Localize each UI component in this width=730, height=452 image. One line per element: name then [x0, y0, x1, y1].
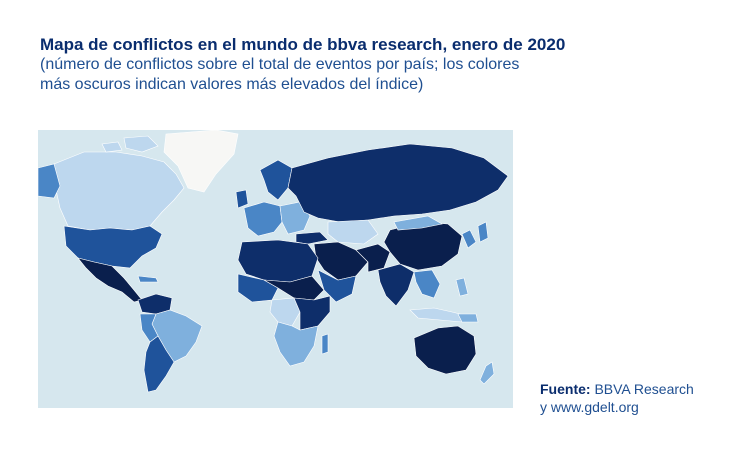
source-line-1: BBVA Research: [594, 381, 694, 397]
scandinavia: [259, 159, 293, 201]
mexico: [77, 257, 143, 303]
southeast-asia: [413, 269, 441, 299]
source-note: Fuente: BBVA Research y www.gdelt.org: [540, 380, 720, 416]
southern-africa: [273, 321, 319, 367]
western-europe: [243, 201, 283, 237]
turkey: [295, 231, 329, 245]
argentina-chile: [143, 335, 175, 393]
source-line-2: y www.gdelt.org: [540, 399, 639, 415]
iran-afghanistan: [355, 243, 391, 273]
header: Mapa de conflictos en el mundo de bbva r…: [40, 34, 600, 95]
philippines: [455, 277, 469, 297]
korea-japan: [461, 221, 489, 249]
subtitle-line-2: más oscuros indican valores más elevados…: [40, 76, 424, 93]
greenland: [163, 130, 239, 193]
madagascar: [321, 333, 329, 355]
australia: [413, 325, 477, 375]
sahel: [263, 275, 325, 301]
arctic-islands: [101, 135, 159, 153]
russia: [287, 143, 509, 223]
alaska: [38, 163, 61, 199]
mongolia: [393, 215, 443, 231]
east-africa: [293, 295, 331, 331]
india: [377, 263, 415, 307]
central-asia: [327, 219, 379, 245]
source-label: Fuente:: [540, 381, 591, 397]
uk-ireland: [235, 189, 249, 209]
papua: [457, 313, 479, 323]
world-map: [38, 130, 513, 408]
canada: [53, 151, 185, 231]
subtitle-line-1: (número de conflictos sobre el total de …: [40, 56, 520, 73]
caribbean: [137, 275, 159, 283]
page-title: Mapa de conflictos en el mundo de bbva r…: [40, 35, 566, 54]
new-zealand: [479, 361, 495, 385]
world-map-svg: [38, 130, 513, 408]
